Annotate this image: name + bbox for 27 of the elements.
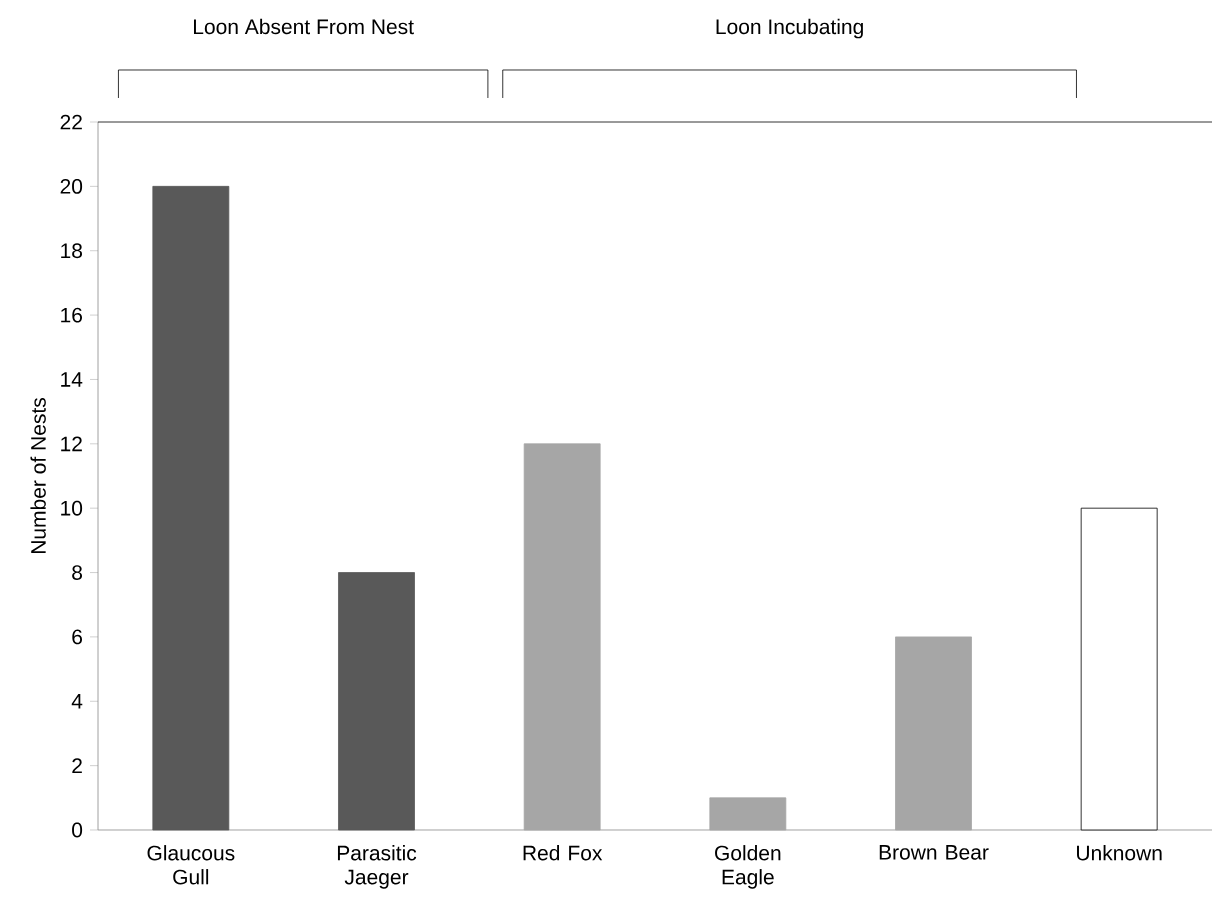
bar [709, 797, 787, 831]
y-tick-label: 14 [61, 372, 83, 387]
y-tick-label: 4 [71, 694, 83, 709]
y-tick-label: 20 [60, 178, 83, 194]
y-tick-label: 18 [61, 243, 83, 259]
y-tick-label: 12 [61, 436, 82, 452]
x-tick-label: Red Fox [523, 845, 603, 861]
bar [338, 572, 415, 831]
x-tick-label: Brown Bear [879, 845, 989, 860]
x-tick-label: Parasitic Jaeger [337, 845, 417, 889]
bar [895, 636, 972, 831]
y-tick-label: 6 [72, 629, 83, 645]
y-tick-label: 0 [72, 822, 83, 838]
x-tick-label: Golden Eagle [715, 845, 781, 889]
bar [152, 185, 230, 831]
x-tick-label: Glaucous Gull [147, 845, 235, 885]
y-axis-title: Number of Nests [30, 398, 46, 554]
text: Loon Absent From Nest [194, 18, 414, 35]
bar [523, 443, 601, 831]
x-tick-label: Unknown [1077, 845, 1162, 861]
y-tick-label: 2 [72, 758, 82, 773]
y-tick-label: 8 [72, 565, 83, 580]
bar [1080, 507, 1158, 831]
y-tick-label: 22 [60, 114, 82, 130]
y-tick-label: 10 [61, 500, 83, 516]
text: Loon Incubating [716, 18, 863, 39]
y-tick-label: 16 [61, 307, 83, 323]
